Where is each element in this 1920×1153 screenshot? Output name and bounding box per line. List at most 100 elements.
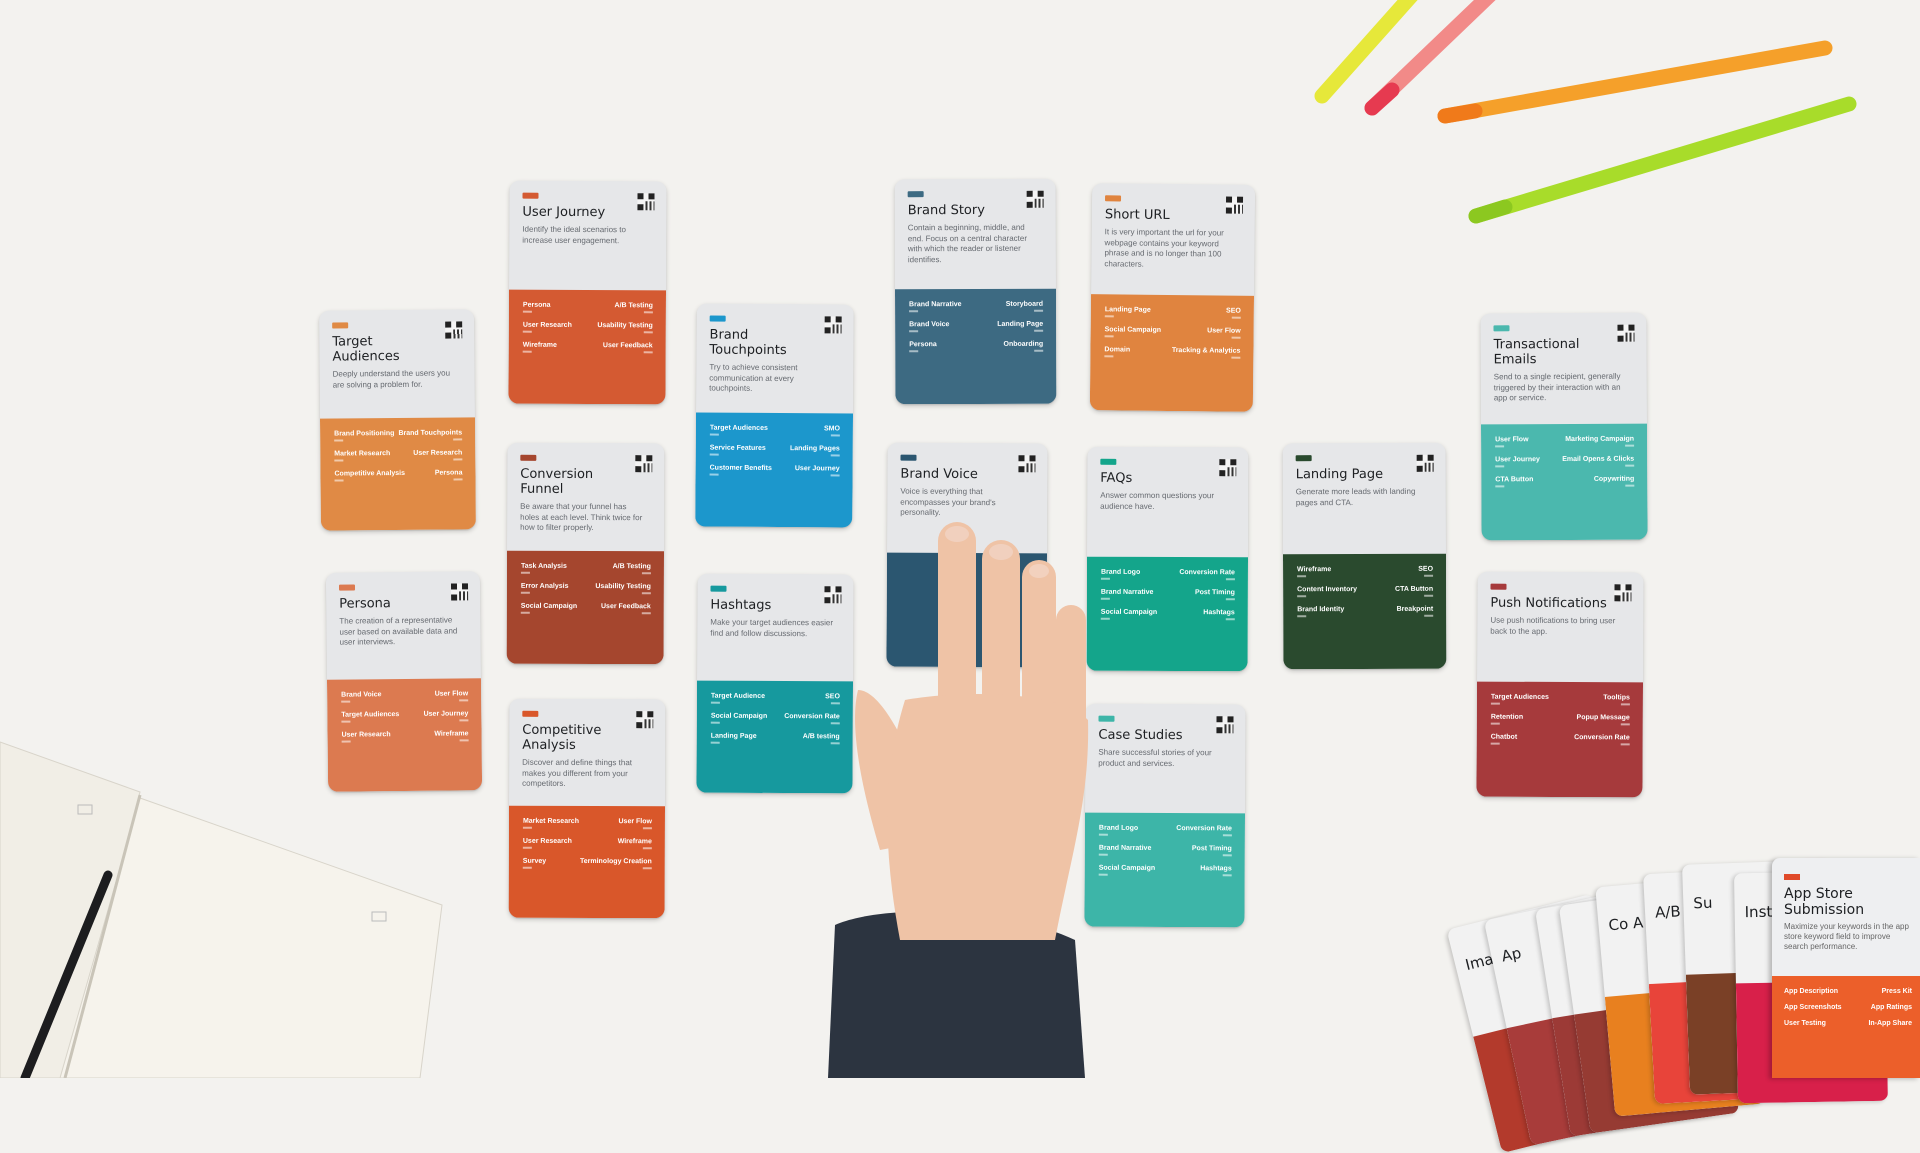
card-badge <box>900 454 917 461</box>
topic-label: Market Research <box>523 818 579 829</box>
card-landing-page[interactable]: Landing Page Generate more leads with la… <box>1282 442 1447 670</box>
topic-label: Social Campaign <box>521 603 577 614</box>
topic-label: User Research <box>342 731 391 743</box>
topic-label: Content Inventory <box>1297 586 1357 597</box>
topic-label: Marketing Campaign <box>1565 436 1634 447</box>
card-user-journey[interactable]: User Journey Identify the ideal scenario… <box>508 180 667 405</box>
topic-label: Usability Testing <box>597 322 653 333</box>
card-title: FAQs <box>1100 470 1133 486</box>
qr-code-icon <box>1614 584 1632 602</box>
card-topics: Target Audience SEO Social Campaign Conv… <box>696 680 854 794</box>
topic-label: Copywriting <box>1594 476 1635 487</box>
card-badge <box>709 315 726 322</box>
card-hashtags[interactable]: Hashtags Make your target audiences easi… <box>696 573 854 794</box>
card-push-notifications[interactable]: Push Notifications Use push notification… <box>1476 571 1644 798</box>
topic-row: User Flow Marketing Campaign <box>1495 436 1634 448</box>
topic-label: Hashtags <box>1203 609 1235 620</box>
card-badge <box>1493 325 1510 332</box>
topic-label: Domain <box>1104 347 1130 358</box>
qr-code-icon <box>1219 459 1237 477</box>
card-header: FAQs Answer common questions your audien… <box>1087 447 1248 557</box>
topic-label: Error Analysis <box>521 583 569 594</box>
topic-label: Wireframe <box>1297 566 1331 577</box>
card-target-audiences[interactable]: Target Audiences Deeply understand the u… <box>319 309 476 531</box>
card-title: Persona <box>339 596 391 612</box>
topic-label: Competitive Analysis <box>334 470 405 482</box>
topic-row: Social Campaign User Feedback <box>521 603 651 614</box>
card-badge <box>1490 583 1507 590</box>
topic-row: Customer Benefits User Journey <box>710 465 840 477</box>
topic-label: Hashtags <box>1200 865 1232 876</box>
card-topics <box>886 552 1048 668</box>
topic-label: Customer Benefits <box>710 465 772 476</box>
card-badge <box>332 322 349 329</box>
topic-label: CTA Button <box>1495 476 1533 487</box>
card-brand-story[interactable]: Brand Story Contain a beginning, middle,… <box>894 178 1057 405</box>
topic-label: Persona <box>435 469 463 480</box>
card-header: Hashtags Make your target audiences easi… <box>697 574 854 682</box>
topic-label: User Flow <box>618 818 651 829</box>
card-badge <box>1100 458 1117 465</box>
topic-row: Target Audiences User Journey <box>341 711 468 723</box>
topic-row: Landing Page A/B testing <box>711 733 840 745</box>
card-topics: Target Audiences SMO Service Features La… <box>695 412 854 528</box>
topic-label: A/B Testing <box>615 302 653 313</box>
pen-icon <box>20 870 113 1078</box>
topic-row: Brand Narrative Post Timing <box>1099 845 1232 857</box>
card-topics: Brand Positioning Brand Touchpoints Mark… <box>319 417 476 531</box>
card-header: Competitive Analysis Discover and define… <box>509 699 665 807</box>
topic-label: Brand Positioning <box>334 430 394 442</box>
topic-row: Brand Voice Landing Page <box>909 321 1043 332</box>
topic-label: Popup Message <box>1576 714 1630 725</box>
card-persona[interactable]: Persona The creation of a representative… <box>325 571 483 792</box>
card-brand-voice[interactable]: Brand Voice Voice is everything that enc… <box>886 442 1048 668</box>
topic-label: Brand Touchpoints <box>398 429 462 441</box>
topic-label: Onboarding <box>1004 341 1044 352</box>
topic-label: Landing Page <box>997 321 1043 332</box>
qr-code-icon <box>445 321 463 339</box>
card-faqs[interactable]: FAQs Answer common questions your audien… <box>1086 446 1249 672</box>
topic-row: Brand Narrative Storyboard <box>909 301 1043 312</box>
card-conversion-funnel[interactable]: Conversion Funnel Be aware that your fun… <box>506 442 665 665</box>
card-competitive-analysis[interactable]: Competitive Analysis Discover and define… <box>508 698 666 919</box>
card-title: Su <box>1693 893 1713 913</box>
topic-label: User Flow <box>1207 328 1241 339</box>
topic-label: CTA Button <box>1395 585 1433 596</box>
topic-row: Service Features Landing Pages <box>710 445 840 457</box>
card-description: It is very important the url for your we… <box>1104 227 1224 269</box>
topic-label: Tracking & Analytics <box>1172 347 1241 359</box>
card-transactional-emails[interactable]: Transactional Emails Send to a single re… <box>1480 312 1648 541</box>
qr-code-icon <box>1416 454 1434 472</box>
topic-label: Brand Logo <box>1099 825 1138 836</box>
topic-label: Brand Narrative <box>909 301 962 312</box>
topic-label: Persona <box>523 302 551 313</box>
topic-label: SEO <box>1226 308 1241 319</box>
topic-label: Target Audience <box>711 693 765 704</box>
qr-code-icon <box>824 316 842 334</box>
topic-label: In-App Share <box>1868 1020 1912 1027</box>
topic-label: Brand Identity <box>1297 606 1344 617</box>
card-short-url[interactable]: Short URL It is very important the url f… <box>1089 183 1256 412</box>
topic-label: User Research <box>523 838 572 849</box>
topic-label: Brand Voice <box>909 321 949 332</box>
card-app-store-submission[interactable]: App Store Submission Maximize your keywo… <box>1772 858 1920 1078</box>
card-brand-touchpoints[interactable]: Brand Touchpoints Try to achieve consist… <box>695 303 854 528</box>
topic-label: Target Audiences <box>710 425 768 436</box>
card-case-studies[interactable]: Case Studies Share successful stories of… <box>1084 703 1246 928</box>
card-header: Target Audiences Deeply understand the u… <box>319 309 475 418</box>
card-topics: Brand Logo Conversion Rate Brand Narrati… <box>1086 556 1249 672</box>
topic-row: Task Analysis A/B Testing <box>521 563 651 574</box>
topic-label: User Flow <box>435 691 469 702</box>
topic-label: Storyboard <box>1006 301 1043 312</box>
topic-row: Domain Tracking & Analytics <box>1104 347 1240 359</box>
topic-label: SEO <box>1418 565 1433 576</box>
card-description: Be aware that your funnel has holes at e… <box>520 501 643 533</box>
card-badge <box>520 454 537 461</box>
topic-row: User Research Usability Testing <box>523 322 653 334</box>
topic-row: Target Audiences Tooltips <box>1491 694 1630 706</box>
qr-code-icon <box>636 711 654 729</box>
card-badge <box>710 585 727 592</box>
topic-row: Wireframe SEO <box>1297 565 1433 576</box>
card-topics: Landing Page SEO Social Campaign User Fl… <box>1089 294 1255 412</box>
card-description: The creation of a representative user ba… <box>339 615 458 647</box>
